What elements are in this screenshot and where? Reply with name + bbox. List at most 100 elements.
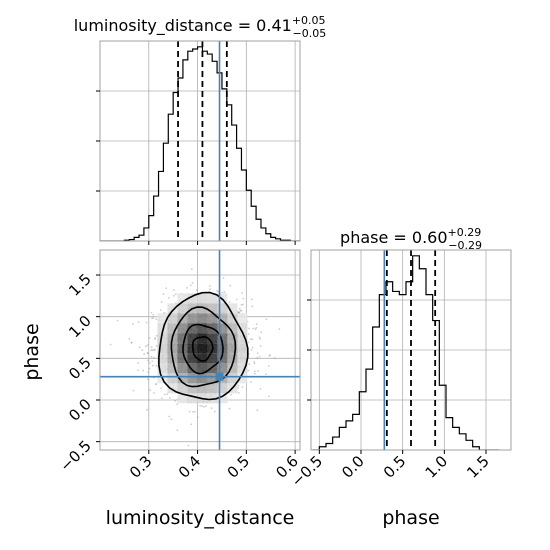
joint-density-contours — [158, 291, 249, 401]
sample-point — [132, 323, 134, 325]
density-cell — [207, 333, 218, 344]
joint-x-ticks: 0.3 0.4 0.5 0.6 — [126, 450, 302, 482]
sample-point — [254, 328, 257, 331]
density-cell — [157, 333, 168, 344]
density-cell — [167, 303, 178, 314]
density-cell — [197, 333, 208, 344]
density-cell — [197, 343, 208, 354]
density-contour — [158, 291, 249, 401]
density-cell — [227, 303, 238, 314]
density-cell — [157, 313, 168, 324]
sample-point — [205, 405, 207, 407]
density-cell — [197, 363, 208, 374]
sample-point — [161, 397, 163, 400]
sample-point — [166, 393, 169, 395]
sample-point — [249, 338, 252, 341]
density-cell — [217, 323, 228, 334]
sample-point — [255, 327, 258, 329]
sample-point — [259, 388, 262, 390]
density-cell — [197, 323, 208, 334]
density-contour — [170, 306, 237, 388]
sample-point — [167, 297, 170, 299]
ld-axis-label: luminosity_distance — [106, 507, 295, 529]
density-cell — [207, 293, 218, 304]
sample-point — [194, 410, 196, 413]
density-cell — [177, 373, 188, 384]
sample-point — [240, 304, 243, 306]
sample-point — [256, 356, 259, 359]
sample-point — [152, 314, 155, 316]
sample-point — [150, 349, 153, 352]
sample-point — [199, 404, 202, 407]
sample-point — [256, 409, 259, 412]
x-tick-label: 0.3 — [126, 452, 156, 482]
sample-point — [169, 397, 171, 399]
density-cell — [227, 353, 238, 364]
sample-point — [155, 335, 158, 337]
sample-point — [191, 281, 194, 284]
density-cell — [187, 373, 198, 384]
sample-point — [154, 338, 156, 340]
sample-point — [259, 345, 262, 347]
sample-point — [251, 305, 254, 308]
sample-point — [138, 346, 141, 349]
ld-histogram-grid — [100, 41, 300, 241]
sample-point — [137, 362, 140, 364]
sample-point — [150, 312, 153, 314]
sample-point — [137, 369, 139, 371]
y-tick-label: −0.5 — [56, 437, 94, 475]
sample-point — [203, 406, 205, 408]
sample-point — [248, 327, 250, 330]
density-cell — [227, 323, 238, 334]
ld-title: luminosity_distance = 0.41+0.05 −0.05 — [74, 14, 327, 40]
density-cell — [187, 323, 198, 334]
sample-point — [260, 331, 263, 334]
density-cell — [187, 363, 198, 374]
sample-point — [237, 386, 240, 389]
x-tick-label: 0.0 — [338, 452, 368, 482]
sample-point — [273, 357, 276, 360]
sample-point — [160, 387, 163, 390]
y-tick-label: 1.0 — [65, 312, 95, 342]
sample-point — [152, 317, 155, 319]
sample-point — [258, 355, 261, 358]
density-cell — [237, 363, 248, 374]
sample-point — [228, 301, 231, 303]
density-cell — [217, 303, 228, 314]
density-cell — [177, 393, 188, 404]
density-cell — [177, 333, 188, 344]
phase-quantile-lines — [385, 250, 437, 450]
density-cell — [237, 333, 248, 344]
density-cell — [197, 383, 208, 394]
phase-title: phase = 0.60+0.29 −0.29 — [340, 226, 482, 252]
sample-point — [241, 386, 244, 388]
sample-point — [155, 318, 158, 320]
sample-point — [265, 373, 267, 376]
density-cell — [177, 363, 188, 374]
sample-point — [146, 352, 149, 354]
joint-y-ticks: −0.5 0.0 0.5 1.0 1.5 — [56, 270, 100, 475]
y-tick-label: 0.5 — [65, 353, 95, 383]
density-cell — [167, 383, 178, 394]
density-cell — [207, 363, 218, 374]
sample-point — [170, 418, 173, 421]
sample-point — [254, 370, 256, 373]
sample-point — [174, 399, 177, 402]
sample-point — [247, 369, 250, 372]
sample-point — [196, 416, 199, 419]
sample-point — [242, 297, 245, 300]
density-cell — [237, 323, 248, 334]
sample-point — [155, 383, 158, 386]
sample-point — [147, 371, 150, 374]
ld-quantile-lines — [177, 41, 228, 241]
sample-point — [238, 307, 241, 310]
density-cell — [207, 393, 218, 404]
sample-point — [151, 360, 154, 362]
density-cell — [207, 353, 218, 364]
sample-point — [250, 348, 253, 351]
sample-point — [162, 293, 165, 295]
density-cell — [177, 323, 188, 334]
sample-point — [237, 384, 240, 387]
sample-point — [145, 321, 148, 324]
sample-point — [176, 403, 179, 405]
